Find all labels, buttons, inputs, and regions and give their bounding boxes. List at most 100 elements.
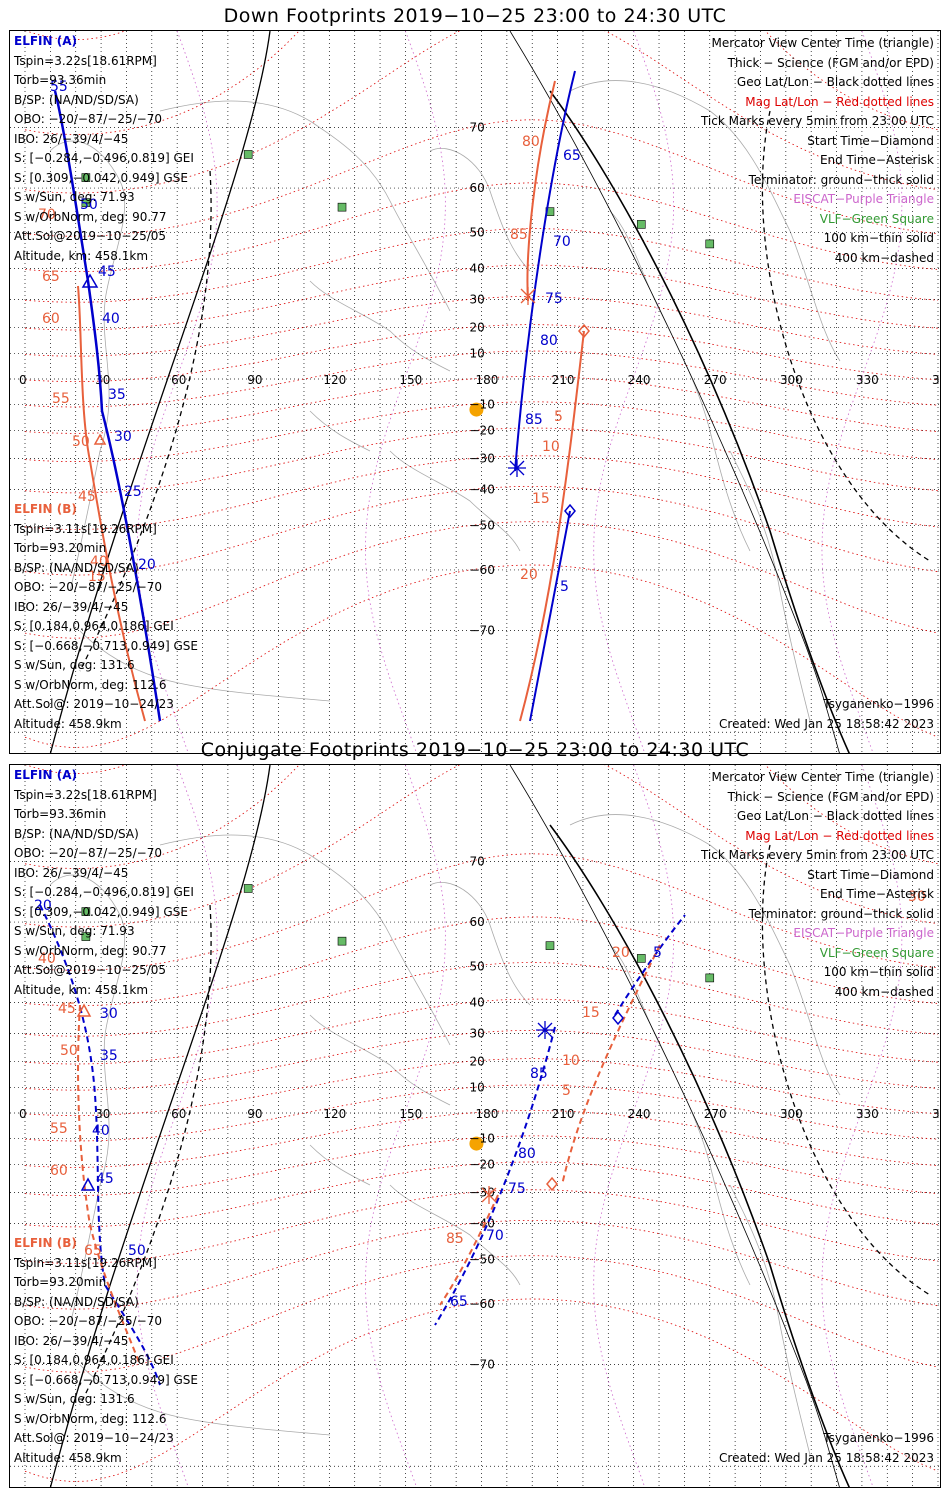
- mag-parallel: [24, 228, 939, 303]
- legend-entry: Tick Marks every 5min from 23:00 UTC: [700, 848, 934, 862]
- probe-a-track-east-south: [529, 510, 571, 722]
- probe-b-time-label: 40: [38, 951, 56, 967]
- mercator-map: 0 30 60 90 120 150 180 210 240 270 300 330 360 70 60 50…: [10, 31, 940, 753]
- probe-b-time-label: 20: [612, 945, 630, 961]
- probe-a-time-label: 50: [80, 197, 98, 213]
- created-timestamp: Created: Wed Jan 25 18:58:42 2023: [719, 1450, 934, 1465]
- terminator-ground-west: [49, 31, 271, 753]
- vlf-square-icon: [81, 932, 91, 941]
- vlf-square-icon: [636, 220, 646, 229]
- sun-icon: [469, 402, 484, 417]
- probe-b-info-line: Att.Sol@: 2019−10−24/23: [14, 697, 174, 711]
- vlf-square-icon: [636, 954, 646, 963]
- legend-entry: Terminator: ground−thick solid: [748, 172, 934, 187]
- terminator-ground-east: [549, 90, 850, 753]
- lon-tick-label: 30: [95, 1107, 110, 1121]
- probe-b-info-line: OBO: −20/−87/−25/−70: [14, 580, 162, 594]
- probe-a-info-line: Att.Sol@2019−10−25/05: [14, 963, 167, 977]
- probe-a-info-line: S: [0.309,−0.042,0.949] GSE: [14, 904, 188, 919]
- probe-a-track-west: [53, 90, 162, 722]
- probe-a-info: ELFIN (A) Tspin=3.22s[18.61RPM] Torb=93.36…: [14, 766, 194, 1000]
- probe-b-time-label: 40: [90, 554, 108, 570]
- lat-tick-label: 10: [470, 347, 485, 361]
- coastline: [389, 1184, 521, 1286]
- probe-b-info-line: S w/Sun, deg: 131.6: [14, 658, 135, 672]
- legend-entry: VLF−Green Square: [819, 211, 934, 226]
- terminator-100km: [509, 31, 840, 753]
- probe-a-time-label: 65: [563, 148, 581, 164]
- probe-b-track-east-south: [519, 330, 585, 722]
- mag-grid: [24, 31, 939, 748]
- end-asterisk-icon: [520, 287, 536, 305]
- coastline: [79, 630, 331, 702]
- probe-b-time-label: 70: [38, 207, 56, 223]
- lat-tick-label: 60: [470, 181, 485, 195]
- probe-a-header: ELFIN (A): [14, 34, 77, 48]
- lat-tick-label: 70: [470, 120, 485, 134]
- legend-entry: VLF−Green Square: [819, 945, 934, 960]
- lat-tick-label: −10: [470, 397, 495, 411]
- probe-a-time-label: 70: [486, 1228, 504, 1244]
- probe-b-info-line: S: [0.184,0.964,0.186] GEI: [14, 619, 174, 633]
- terminator-400km-east: [761, 844, 931, 1296]
- probe-b-info-line: IBO: 26/−39/4/−45: [14, 599, 129, 614]
- terminator-100km: [509, 765, 840, 1487]
- probe-a-time-label: 25: [124, 484, 142, 500]
- lat-tick-label: 40: [470, 995, 485, 1009]
- lon-tick-label: 30: [95, 373, 110, 387]
- probe-b-time-label: 10: [562, 1053, 580, 1069]
- probe-a-info-line: S: [−0.284,−0.496,0.819] GEI: [14, 151, 194, 165]
- lon-tick-label: 180: [476, 373, 499, 387]
- probe-a-time-label: 80: [518, 1146, 536, 1162]
- lat-tick-label: −10: [470, 1131, 495, 1145]
- legend-entry: EISCAT−Purple Triangle: [793, 192, 934, 206]
- vlf-square-icon: [81, 173, 91, 182]
- probe-a-info-line: Altitude, km: 458.1km: [14, 248, 149, 263]
- vlf-square-icon: [243, 150, 253, 159]
- lon-tick-label: 0: [19, 1107, 27, 1121]
- center-time-triangle-icon: [80, 1177, 96, 1191]
- probe-b-header: ELFIN (B): [14, 502, 77, 516]
- probe-b-time-label: 30: [908, 889, 926, 905]
- probe-b-time-label: 20: [520, 567, 538, 583]
- mag-grid: [24, 765, 939, 1482]
- end-asterisk-icon: [508, 459, 526, 477]
- vlf-square-icon: [705, 973, 715, 983]
- legend-entry: Geo Lat/Lon − Black dotted lines: [736, 809, 934, 823]
- coastline: [79, 1364, 331, 1436]
- lon-tick-label: 330: [856, 373, 879, 387]
- lat-tick-label: −40: [470, 483, 495, 497]
- panel-title-down: Down Footprints 2019−10−25 23:00 to 24:3…: [223, 5, 727, 27]
- probe-a-time-label: 20: [138, 557, 156, 573]
- lat-tick-label: −70: [470, 624, 495, 638]
- lat-tick-label: −60: [470, 563, 495, 577]
- mag-meridian: [593, 765, 674, 1486]
- mag-parallel: [24, 765, 939, 928]
- terminator-ground-west: [49, 765, 271, 1487]
- probe-a-info-line: S w/OrbNorm, deg: 90.77: [14, 943, 167, 958]
- probe-a-header: ELFIN (A): [14, 768, 77, 782]
- mag-parallel: [24, 31, 939, 194]
- lat-tick-label: 60: [470, 915, 485, 929]
- sun-icon: [469, 1136, 484, 1151]
- coastline: [389, 450, 521, 552]
- probe-a-info-line: OBO: −20/−87/−25/−70: [14, 846, 162, 860]
- probe-b-time-label: 85: [510, 227, 528, 243]
- coastline: [309, 1014, 451, 1106]
- footer-info: Tsyganenko−1996 Created: Wed Jan 25 18:58…: [719, 695, 934, 734]
- mag-parallel: [24, 998, 939, 1065]
- legend-entry: Mercator View Center Time (triangle): [711, 36, 934, 50]
- lon-tick-label: 270: [704, 1107, 727, 1121]
- probe-b-info-line: B/SP: (NA/ND/SD/SA): [14, 560, 139, 575]
- mag-meridian: [136, 765, 218, 1486]
- probe-b-header: ELFIN (B): [14, 1236, 77, 1250]
- lat-tick-label: −50: [470, 1253, 495, 1267]
- end-asterisk-icon: [536, 1021, 554, 1039]
- legend-entry: Mercator View Center Time (triangle): [711, 770, 934, 784]
- mag-parallel: [24, 1298, 939, 1482]
- probe-b-info-line: OBO: −20/−87/−25/−70: [14, 1314, 162, 1328]
- probe-b-info-line: Torb=93.20min: [14, 541, 107, 555]
- field-model-label: Tsyganenko−1996: [823, 1431, 934, 1445]
- legend-entry: Tick Marks every 5min from 23:00 UTC: [700, 114, 934, 128]
- terminator-ground-east: [549, 824, 850, 1487]
